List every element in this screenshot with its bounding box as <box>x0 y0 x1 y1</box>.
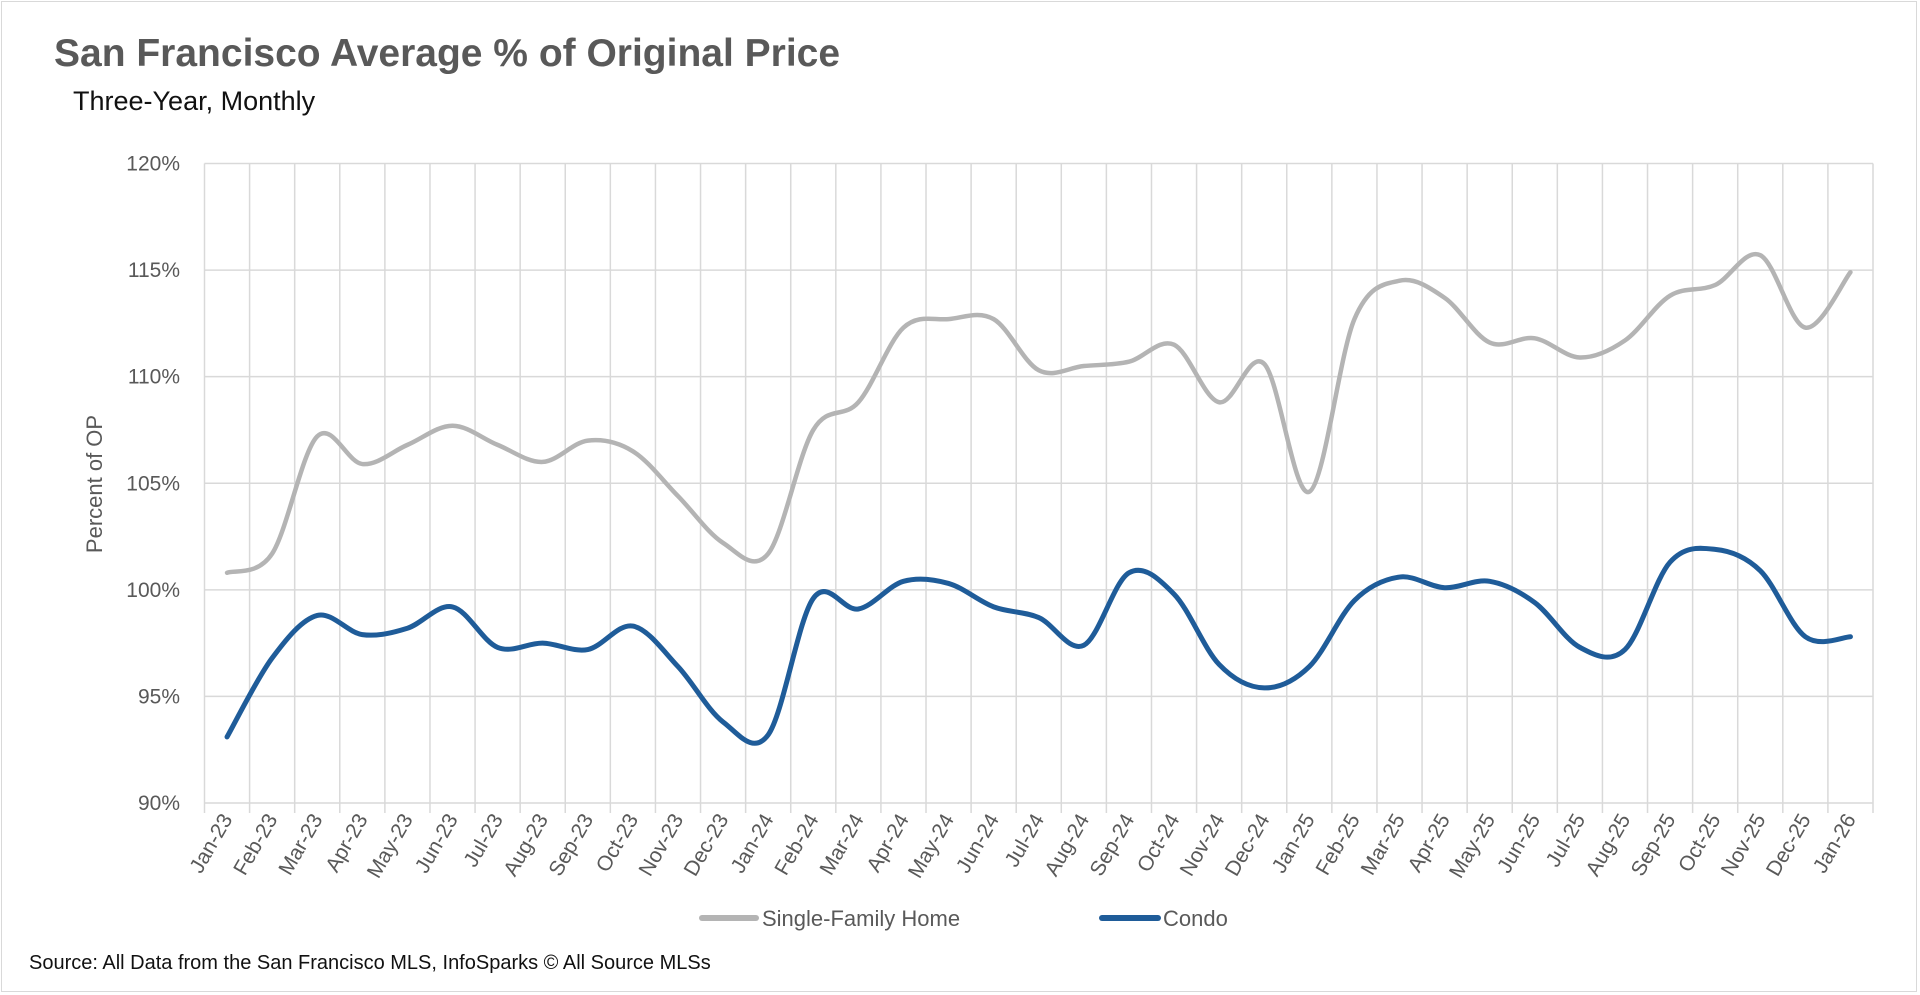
x-tick-label: Jun-25 <box>1493 810 1545 877</box>
y-axis-label: Percent of OP <box>82 415 107 553</box>
y-axis-ticks: 90% 95% 100% 105% 110% 115% 120% <box>126 153 180 816</box>
x-tick-label: Mar-24 <box>816 810 869 879</box>
y-tick-label: 90% <box>138 792 180 815</box>
series-lines <box>224 251 1853 746</box>
x-tick-label: Sep-25 <box>1627 810 1681 880</box>
x-tick-label: Dec-25 <box>1762 810 1816 880</box>
y-tick-label: 100% <box>126 579 180 602</box>
legend: Single-Family Home Condo <box>699 906 1228 931</box>
series-line-condo <box>224 545 1853 746</box>
x-tick-label: Jul-24 <box>1001 810 1050 871</box>
x-tick-label: Sep-24 <box>1085 810 1139 880</box>
legend-label-single-family-home: Single-Family Home <box>762 906 960 931</box>
chart-title: San Francisco Average % of Original Pric… <box>54 32 841 75</box>
x-tick-label: Jul-23 <box>459 810 508 871</box>
x-tick-label: Mar-23 <box>274 810 327 879</box>
y-tick-label: 110% <box>128 366 180 389</box>
chart-subtitle: Three-Year, Monthly <box>73 86 316 116</box>
source-note: Source: All Data from the San Francisco … <box>29 952 711 974</box>
y-tick-label: 115% <box>128 259 180 282</box>
x-tick-label: Jun-24 <box>952 810 1004 877</box>
gridlines <box>203 162 1874 813</box>
x-tick-label: Dec-23 <box>680 810 734 880</box>
x-tick-label: Mar-25 <box>1357 810 1410 879</box>
legend-label-condo: Condo <box>1163 906 1228 931</box>
x-tick-label: Sep-23 <box>544 810 598 880</box>
y-tick-label: 95% <box>138 685 180 708</box>
y-tick-label: 105% <box>126 472 180 495</box>
x-tick-label: Jul-25 <box>1542 810 1591 871</box>
x-tick-label: Jun-23 <box>411 810 463 877</box>
x-tick-label: Jan-26 <box>1809 810 1861 877</box>
y-tick-label: 120% <box>126 153 180 176</box>
x-axis-ticks: Jan-23Feb-23Mar-23Apr-23May-23Jun-23Jul-… <box>185 810 1860 882</box>
series-line-single-family-home <box>224 251 1853 576</box>
x-tick-label: Dec-24 <box>1221 810 1275 880</box>
